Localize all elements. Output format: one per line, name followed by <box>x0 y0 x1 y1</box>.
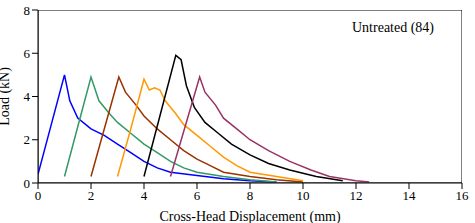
svg-text:12: 12 <box>350 188 363 203</box>
svg-text:2: 2 <box>88 188 95 203</box>
svg-text:4: 4 <box>141 188 148 203</box>
svg-text:Cross-Head Displacement (mm): Cross-Head Displacement (mm) <box>159 209 341 223</box>
svg-text:16: 16 <box>456 188 468 203</box>
svg-text:14: 14 <box>403 188 417 203</box>
svg-text:10: 10 <box>297 188 310 203</box>
svg-text:4: 4 <box>24 89 31 104</box>
svg-text:8: 8 <box>247 188 254 203</box>
svg-text:8: 8 <box>24 3 31 18</box>
svg-text:0: 0 <box>24 176 31 191</box>
svg-text:6: 6 <box>194 188 201 203</box>
svg-text:6: 6 <box>24 46 31 61</box>
svg-text:Load (kN): Load (kN) <box>8 67 13 126</box>
svg-text:2: 2 <box>24 132 31 147</box>
svg-text:0: 0 <box>35 188 42 203</box>
html-text:Untreated (84): Untreated (84) <box>352 20 434 35</box>
